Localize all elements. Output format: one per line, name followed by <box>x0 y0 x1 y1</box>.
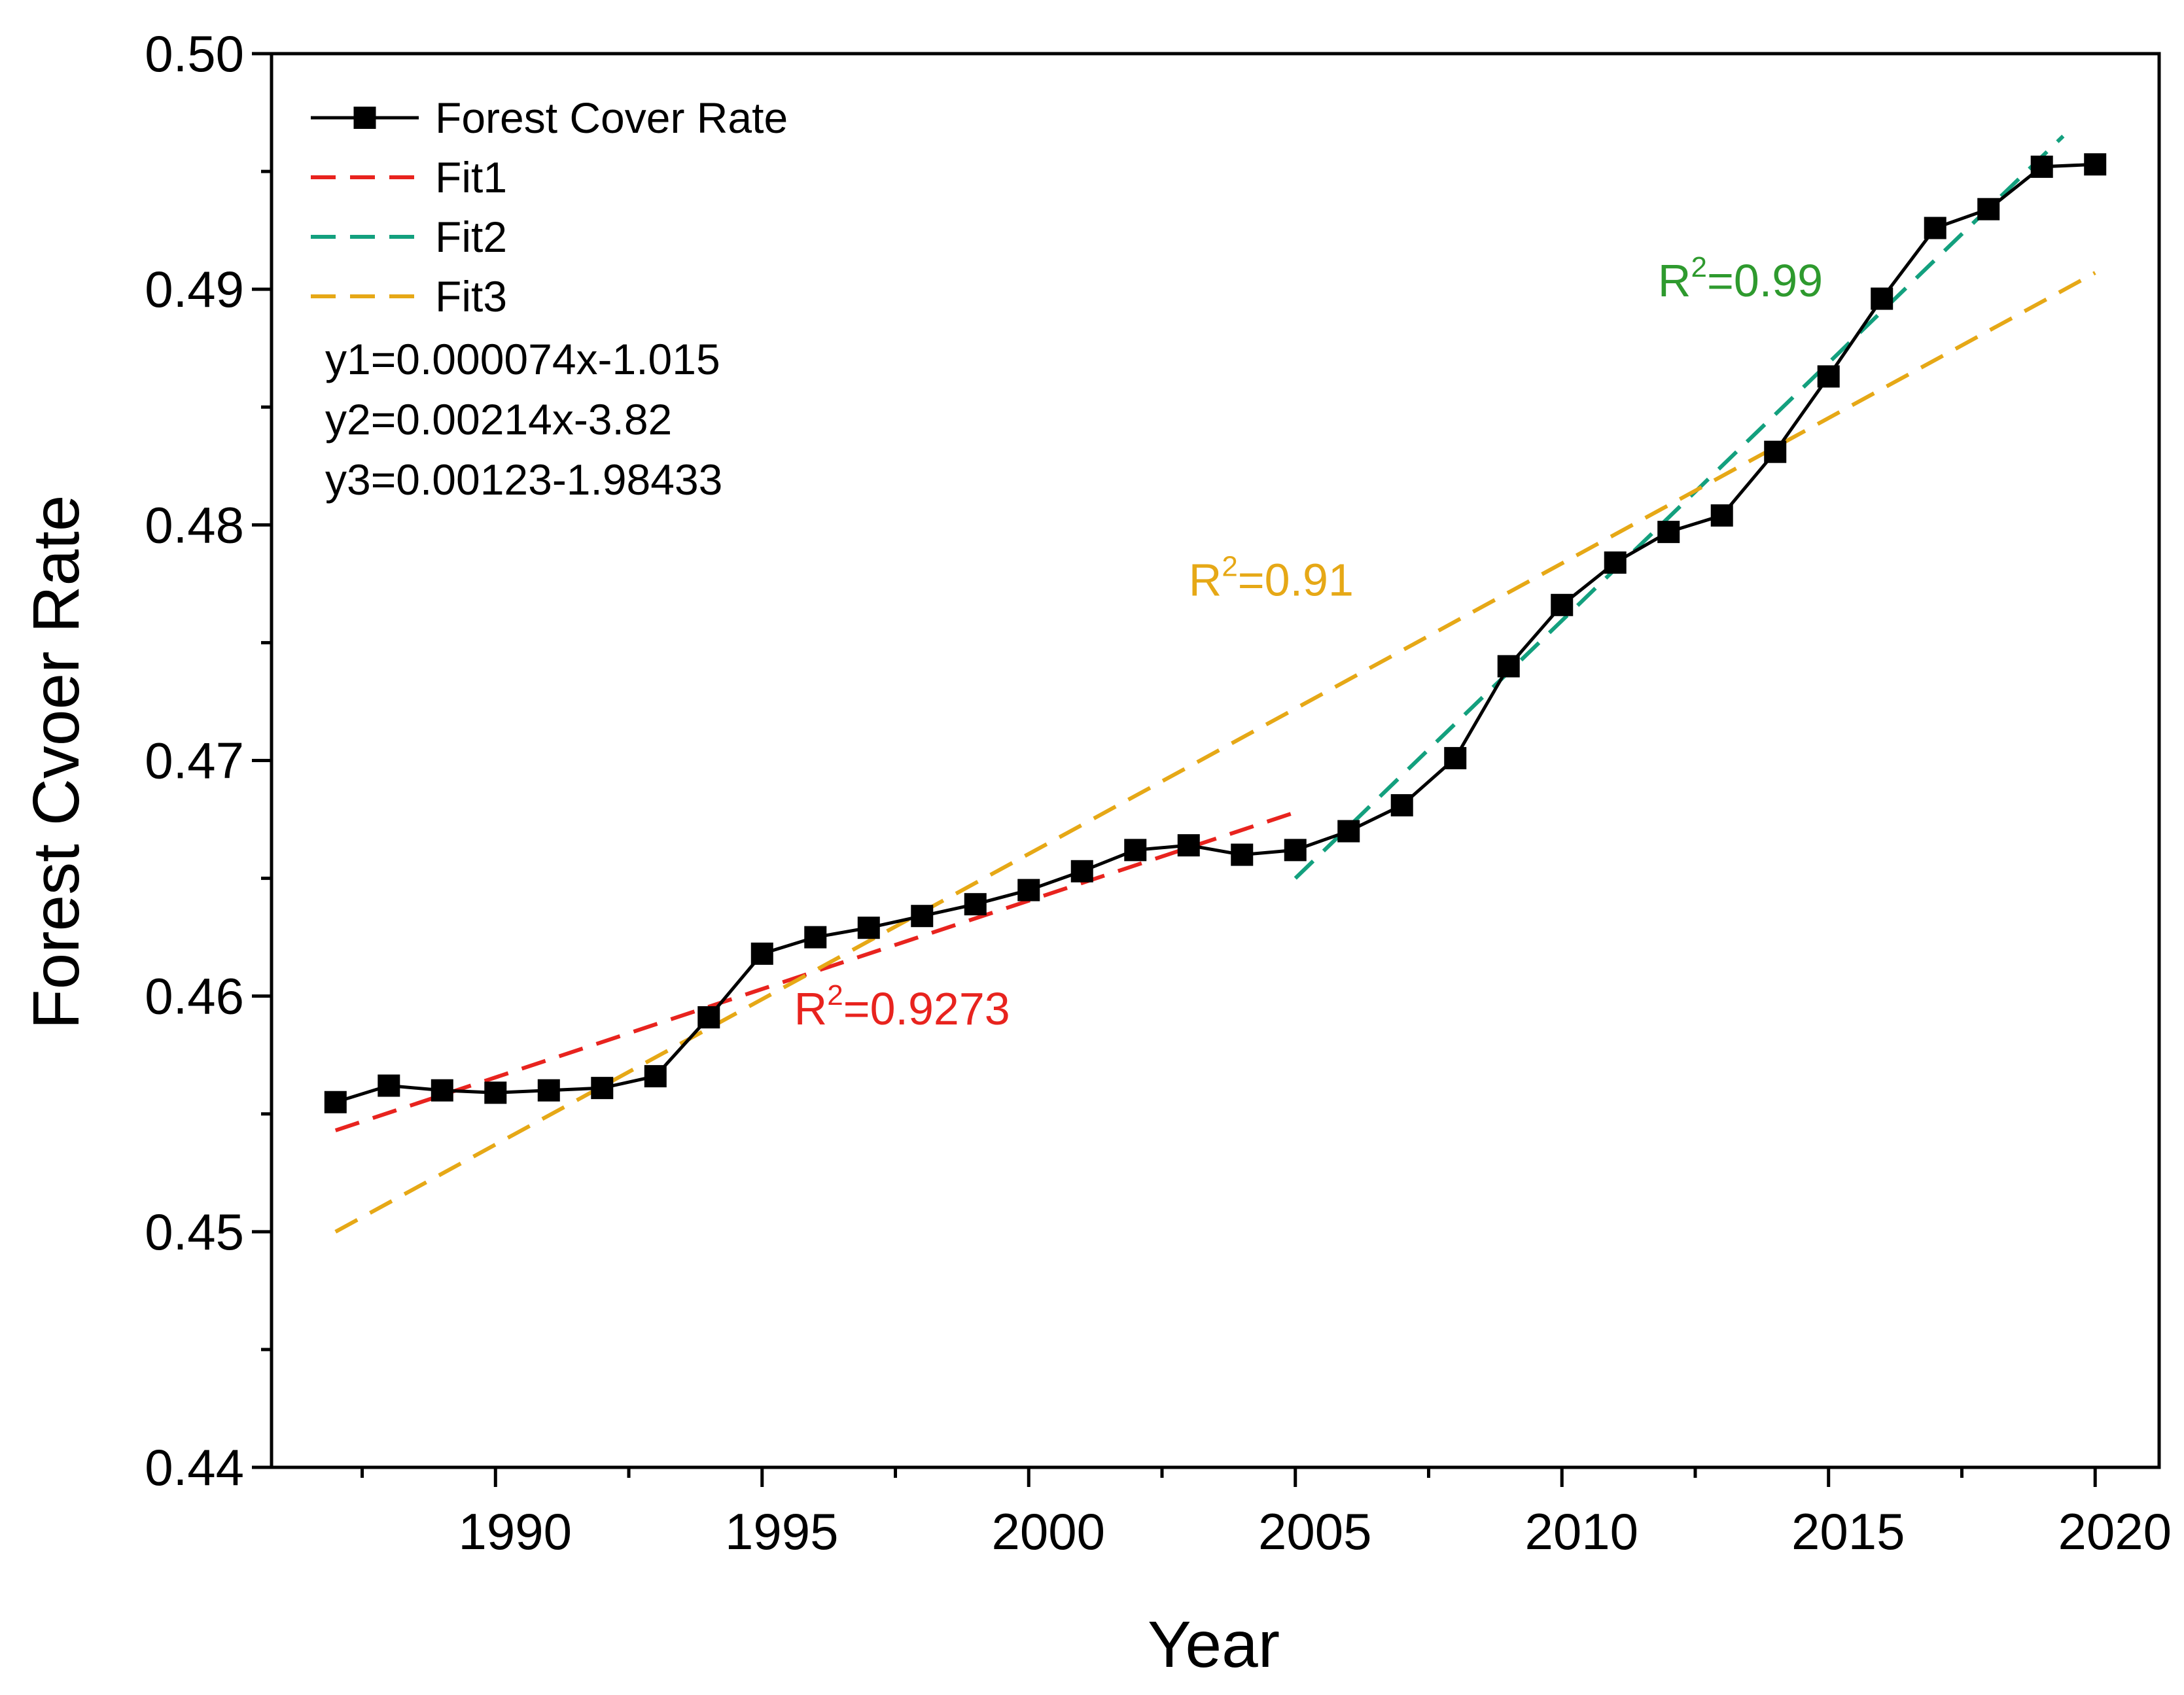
x-tick-label: 2005 <box>1258 1503 1372 1560</box>
fit-equation: y1=0.000074x-1.015 <box>325 335 720 383</box>
data-point <box>1764 440 1787 463</box>
data-point <box>1551 593 1574 616</box>
data-point <box>1871 287 1893 310</box>
data-point <box>591 1077 614 1100</box>
data-point <box>1977 198 2000 220</box>
data-point <box>1604 551 1627 574</box>
legend-swatch-marker <box>353 107 376 129</box>
data-point <box>1284 839 1307 862</box>
legend-label: Forest Cover Rate <box>435 94 788 142</box>
r-squared-annotations: R2=0.9273 R2=0.99 R2=0.91 <box>794 251 1823 1034</box>
x-tick-label: 2010 <box>1524 1503 1638 1560</box>
data-point <box>537 1079 560 1102</box>
data-point <box>1710 504 1733 527</box>
fit-equations: y1=0.000074x-1.015 y2=0.00214x-3.82 y3=0.0… <box>325 335 722 504</box>
x-tick-label: 1990 <box>459 1503 572 1560</box>
data-point <box>1070 860 1093 882</box>
y-tick-label: 0.48 <box>145 496 244 553</box>
data-point <box>964 893 987 916</box>
fit-line-fit3 <box>334 271 2096 1234</box>
fit-line-fit2 <box>1294 134 2065 880</box>
r2-label-fit1: R2=0.9273 <box>794 979 1010 1034</box>
data-point <box>644 1065 667 1088</box>
fit-equation: y2=0.00214x-3.82 <box>325 395 672 444</box>
fit-line-fit1 <box>334 810 1296 1132</box>
x-tick-label: 2020 <box>2058 1503 2172 1560</box>
y-tick-label: 0.47 <box>145 732 244 790</box>
y-tick-label: 0.46 <box>145 968 244 1025</box>
y-tick-label: 0.45 <box>145 1203 244 1261</box>
data-point <box>697 1006 720 1029</box>
forest-cover-line <box>335 162 2096 1104</box>
data-point <box>1390 794 1413 816</box>
data-point <box>431 1079 453 1102</box>
data-point <box>378 1074 400 1097</box>
r2-label-fit2: R2=0.99 <box>1658 251 1823 306</box>
data-series <box>324 153 2107 1113</box>
data-point <box>1924 217 1946 239</box>
legend: Forest Cover Rate Fit1 Fit2 Fit3 <box>311 94 788 321</box>
data-point <box>1017 879 1040 901</box>
x-tick-label: 1995 <box>725 1503 839 1560</box>
data-point <box>1657 521 1680 544</box>
data-point <box>324 1091 347 1113</box>
y-axis-title: Forest Cvoer Rate <box>20 495 93 1030</box>
data-point <box>1817 365 1840 388</box>
data-point <box>911 905 934 928</box>
y-tick-label: 0.49 <box>145 260 244 318</box>
data-point <box>1124 839 1147 862</box>
data-point <box>750 942 773 965</box>
x-axis-title: Year <box>1148 1608 1280 1681</box>
x-axis: 1990 1995 2000 2005 2010 2015 2020 <box>361 1467 2172 1560</box>
data-point <box>857 917 880 939</box>
r2-label-fit3: R2=0.91 <box>1189 550 1354 605</box>
data-point <box>1177 834 1200 857</box>
fit-lines <box>334 134 2096 1234</box>
y-tick-label: 0.50 <box>145 25 244 82</box>
legend-label: Fit2 <box>435 213 507 261</box>
legend-label: Fit3 <box>435 272 507 321</box>
data-point <box>1337 820 1360 843</box>
data-point <box>2084 153 2107 176</box>
data-point <box>1231 843 1254 866</box>
legend-label: Fit1 <box>435 153 507 201</box>
y-axis: 0.44 0.45 0.46 0.47 0.48 0.49 0.50 <box>145 25 272 1496</box>
data-point <box>1444 746 1467 769</box>
data-point <box>2030 155 2053 178</box>
x-tick-label: 2015 <box>1791 1503 1905 1560</box>
data-point <box>1497 655 1520 678</box>
y-tick-label: 0.44 <box>145 1439 244 1496</box>
fit-equation: y3=0.00123-1.98433 <box>325 455 722 504</box>
data-point <box>804 926 827 949</box>
data-point <box>484 1081 507 1104</box>
x-tick-label: 2000 <box>991 1503 1105 1560</box>
